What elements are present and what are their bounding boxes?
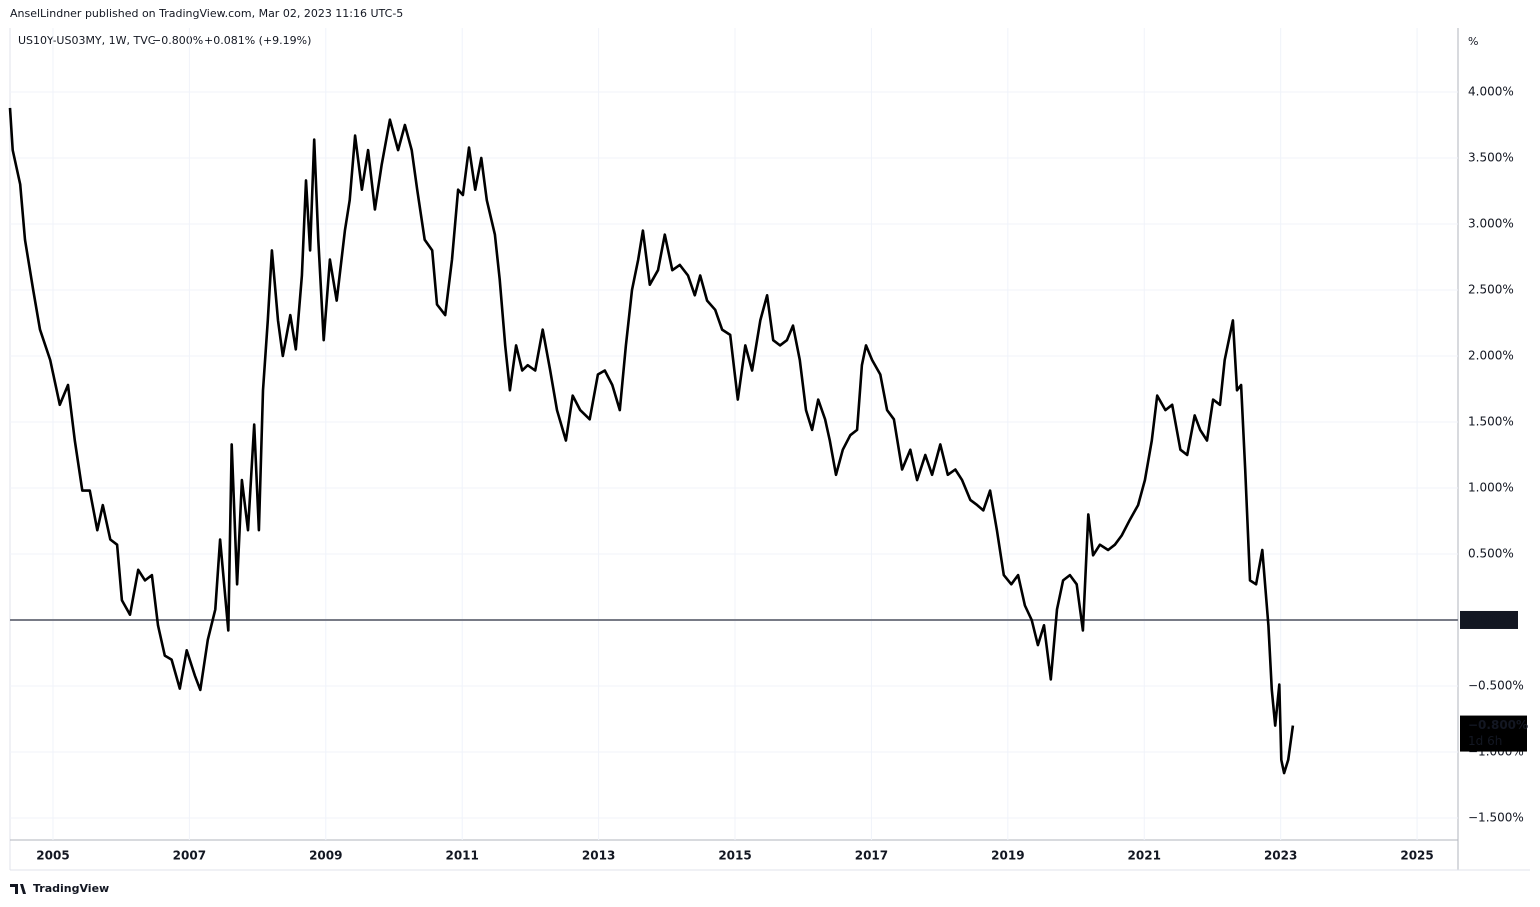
tick-label-box — [1460, 610, 1518, 629]
y-tick-label: 0.500% — [1468, 546, 1514, 560]
y-tick-label: −1.500% — [1468, 810, 1524, 824]
y-tick-label: 1.500% — [1468, 414, 1514, 428]
symbol: US10Y-US03MY, 1W, TVC — [18, 34, 156, 47]
x-tick-label: 2011 — [445, 849, 478, 863]
x-tick-label: 2025 — [1400, 849, 1433, 863]
plot-area — [8, 28, 1458, 840]
change: +0.081% (+9.19%) — [204, 34, 311, 47]
publisher: AnselLindner published on TradingView.co… — [10, 7, 403, 20]
axis-unit: % — [1468, 35, 1478, 48]
x-tick-label: 2007 — [173, 849, 206, 863]
y-tick-label: 2.000% — [1468, 348, 1514, 362]
x-tick-label: 2009 — [309, 849, 342, 863]
x-tick-label: 2015 — [718, 849, 751, 863]
x-tick-label: 2005 — [36, 849, 69, 863]
y-tick-label: 0.000% — [1468, 612, 1518, 626]
last-price-box — [1460, 715, 1527, 752]
x-tick-label: 2013 — [582, 849, 615, 863]
countdown: 1d 6h — [1468, 734, 1502, 748]
y-tick-label: 3.000% — [1468, 217, 1514, 231]
footer: TradingView — [33, 882, 109, 895]
series-line — [8, 107, 1295, 775]
x-tick-label: 2021 — [1128, 849, 1161, 863]
x-tick-label: 2017 — [855, 849, 888, 863]
y-tick-label: −0.500% — [1468, 678, 1524, 692]
last-price-label: −0.800% — [1468, 718, 1528, 732]
y-tick-label: 4.000% — [1468, 85, 1514, 99]
x-tick-label: 2023 — [1264, 849, 1297, 863]
y-tick-label: 3.500% — [1468, 151, 1514, 165]
logo — [10, 884, 26, 894]
last-price: −0.800% — [152, 34, 203, 47]
y-tick-label: 2.500% — [1468, 282, 1514, 296]
x-tick-label: 2019 — [991, 849, 1024, 863]
y-tick-label: 1.000% — [1468, 480, 1514, 494]
